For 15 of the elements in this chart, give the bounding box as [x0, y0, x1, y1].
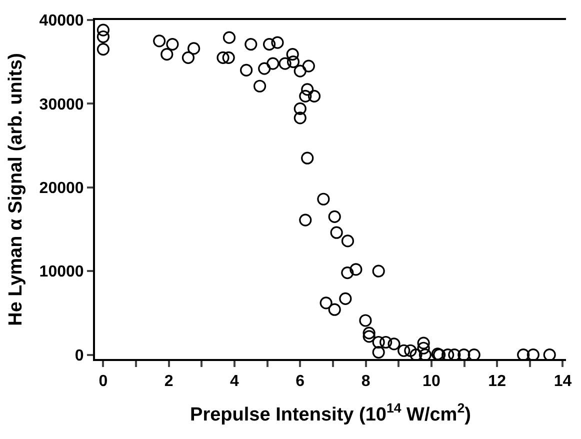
y-tick-label: 0 [74, 347, 84, 364]
y-tick-label: 40000 [39, 12, 84, 30]
y-tick-label: 30000 [39, 96, 84, 114]
x-axis-title: Prepulse Intensity (10$^{14}$ W/cm$^{2}$) [190, 400, 471, 426]
x-tick-label: 14 [554, 373, 572, 390]
x-tick-label: 4 [230, 373, 240, 390]
x-tick-label: 0 [98, 373, 108, 390]
y-axis-title: He Lyman α Signal (arb. units) [6, 53, 27, 326]
y-tick-label: 10000 [39, 264, 84, 281]
x-tick-label: 8 [361, 373, 370, 390]
x-tick-label: 2 [164, 373, 174, 390]
x-tick-label: 6 [296, 373, 305, 390]
x-tick-label: 12 [488, 373, 506, 390]
y-tick-label: 20000 [39, 180, 84, 198]
x-tick-label: 10 [422, 373, 440, 390]
